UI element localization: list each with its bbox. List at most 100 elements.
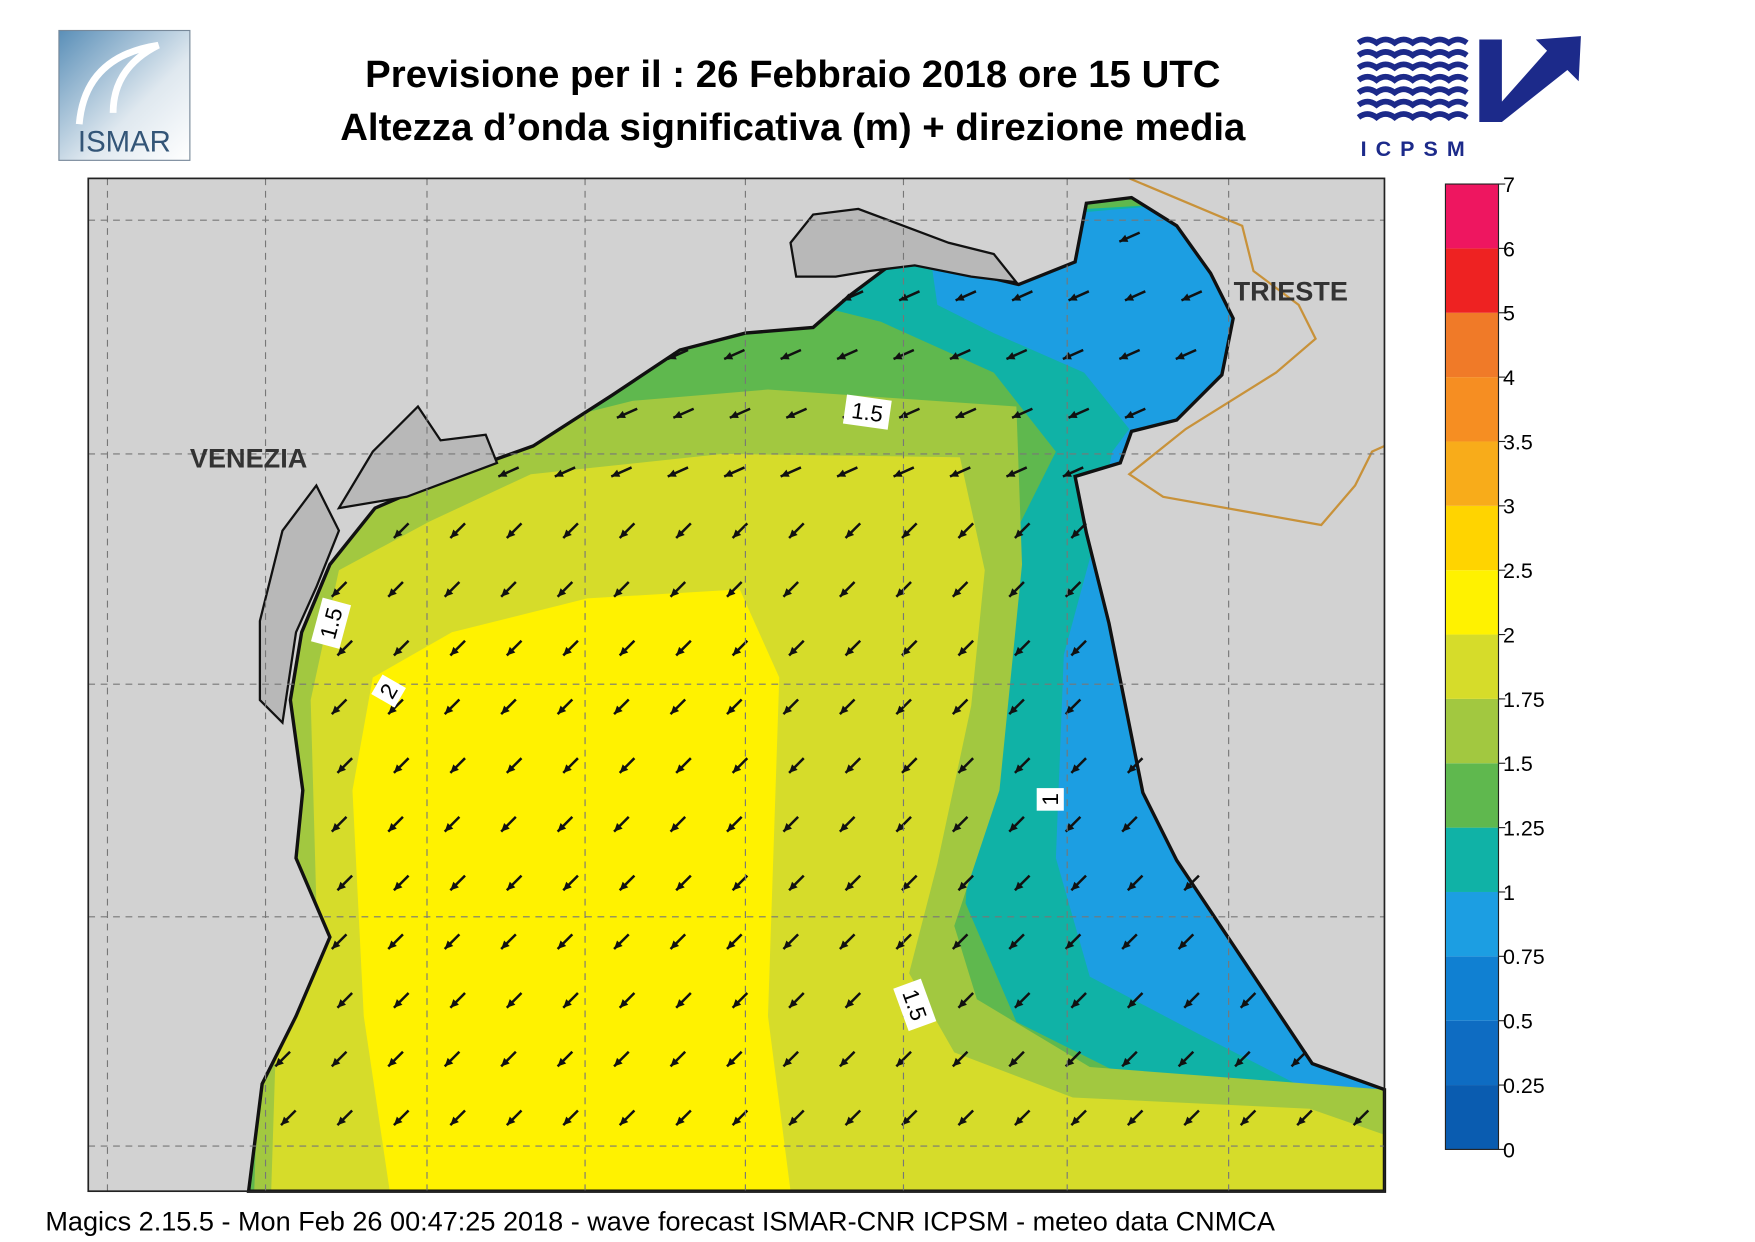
colorbar: 0 0.25 0.5 0.75 1 1.25 1.5 1.75 2 2.5 3 3.5 4 5 6 7 — [1444, 173, 1545, 1162]
colorbar-label: 5 — [1503, 302, 1515, 326]
colorbar-band — [1445, 698, 1499, 764]
arrow-head — [783, 940, 792, 950]
colorbar-band — [1445, 827, 1499, 892]
arrow-head — [450, 1116, 459, 1126]
label-bg — [842, 394, 892, 430]
arrow-head — [1178, 940, 1188, 950]
arrow-head — [337, 646, 346, 656]
arrow-head — [1065, 823, 1075, 832]
arrow-head — [1014, 646, 1024, 656]
arrow-head — [275, 1057, 284, 1067]
colorbar-band — [1445, 505, 1499, 571]
arrow-head — [1065, 588, 1075, 597]
arrow-head — [557, 705, 567, 715]
arrow-head — [563, 646, 572, 656]
colorbar-label: 1.75 — [1503, 688, 1545, 712]
colorbar-band — [1445, 248, 1499, 313]
arrow-head — [393, 999, 403, 1008]
arrow-head — [673, 410, 683, 419]
arrow-head — [444, 1057, 454, 1067]
colorbar-band — [1445, 570, 1499, 635]
arrow-head — [1127, 764, 1137, 773]
arrow-head — [557, 588, 567, 597]
colorbar-band — [1445, 1085, 1499, 1150]
logo-text: ISMAR — [78, 125, 171, 158]
arrow-head — [958, 646, 967, 656]
arrow-head — [780, 469, 790, 477]
colorbar-label: 2 — [1503, 623, 1515, 647]
arrow-head — [337, 999, 346, 1008]
colorbar-label: 0.5 — [1503, 1010, 1533, 1034]
arrow-head — [676, 529, 685, 539]
icpsm-logo: ICPSM — [1356, 36, 1581, 161]
contour-labels: 1.5 1.5 2 1 1.5 — [310, 394, 1064, 1032]
arrow-head — [1071, 881, 1080, 891]
arrow-head — [1062, 469, 1072, 477]
arrow-head — [845, 881, 855, 891]
colorbar-band — [1445, 312, 1499, 378]
arrow-head — [676, 881, 685, 891]
place-label: TRIESTE — [1234, 275, 1348, 306]
arrow-head — [780, 352, 790, 360]
arrow-head — [1065, 1057, 1075, 1067]
arrow-head — [1124, 410, 1135, 419]
ismar-logo: ISMAR — [58, 29, 191, 161]
label-bg — [893, 978, 937, 1032]
arrow-head — [506, 1116, 516, 1126]
arrow-head — [506, 999, 516, 1008]
arrow-head — [450, 646, 459, 656]
arrow-head — [726, 705, 736, 715]
arrow-head — [614, 588, 623, 597]
arrow-head — [729, 410, 739, 419]
arrow-head — [1178, 1057, 1188, 1067]
arrow-head — [839, 940, 849, 950]
arrow-head — [1014, 999, 1024, 1008]
arrow-head — [506, 529, 516, 539]
wave-directions — [274, 231, 1370, 1127]
arrow-head — [732, 764, 742, 773]
arrow-head — [1009, 940, 1018, 950]
arrow-head — [1071, 529, 1080, 539]
arrow-head — [1181, 293, 1191, 301]
coastline — [246, 195, 1387, 1193]
arrow-head — [893, 352, 903, 360]
arrow-head — [955, 410, 965, 419]
arrow-head — [506, 881, 516, 891]
colorbar-band — [1445, 763, 1499, 828]
logo-wave — [1356, 73, 1469, 84]
arrow-head — [1291, 1057, 1301, 1067]
arrow-head — [952, 705, 962, 715]
arrow-head — [331, 705, 341, 715]
arrow-head — [1065, 705, 1075, 715]
arrow-head — [845, 646, 855, 656]
arrow-head — [614, 823, 623, 832]
arrow-head — [1240, 999, 1250, 1008]
arrow-head — [450, 529, 459, 539]
arrow-head — [732, 1116, 742, 1126]
arrow-head — [498, 469, 508, 477]
arrow-head — [1071, 646, 1080, 656]
logo-wave — [1356, 36, 1469, 47]
arrow-head — [949, 469, 960, 477]
arrow-head — [1012, 410, 1022, 419]
arrow-head — [958, 999, 967, 1008]
arrow-head — [331, 1057, 341, 1067]
arrow-head — [444, 823, 454, 832]
arrow-head — [896, 940, 905, 950]
arrow-head — [896, 823, 905, 832]
arrow-head — [783, 588, 792, 597]
arrow-head — [1124, 293, 1135, 301]
arrow-head — [670, 1057, 680, 1067]
arrow-head — [1184, 881, 1193, 891]
colorbar-label: 4 — [1503, 366, 1515, 390]
arrow-head — [619, 646, 629, 656]
arrow-head — [839, 705, 849, 715]
arrow-head — [1014, 764, 1024, 773]
arrow-head — [1014, 529, 1024, 539]
arrow-head — [1127, 881, 1137, 891]
footer: Magics 2.15.5 - Mon Feb 26 00:47:25 2018… — [45, 1206, 1275, 1237]
label-bg — [310, 597, 352, 649]
arrow-head — [839, 588, 849, 597]
arrow-head — [952, 588, 962, 597]
arrow-head — [506, 646, 516, 656]
